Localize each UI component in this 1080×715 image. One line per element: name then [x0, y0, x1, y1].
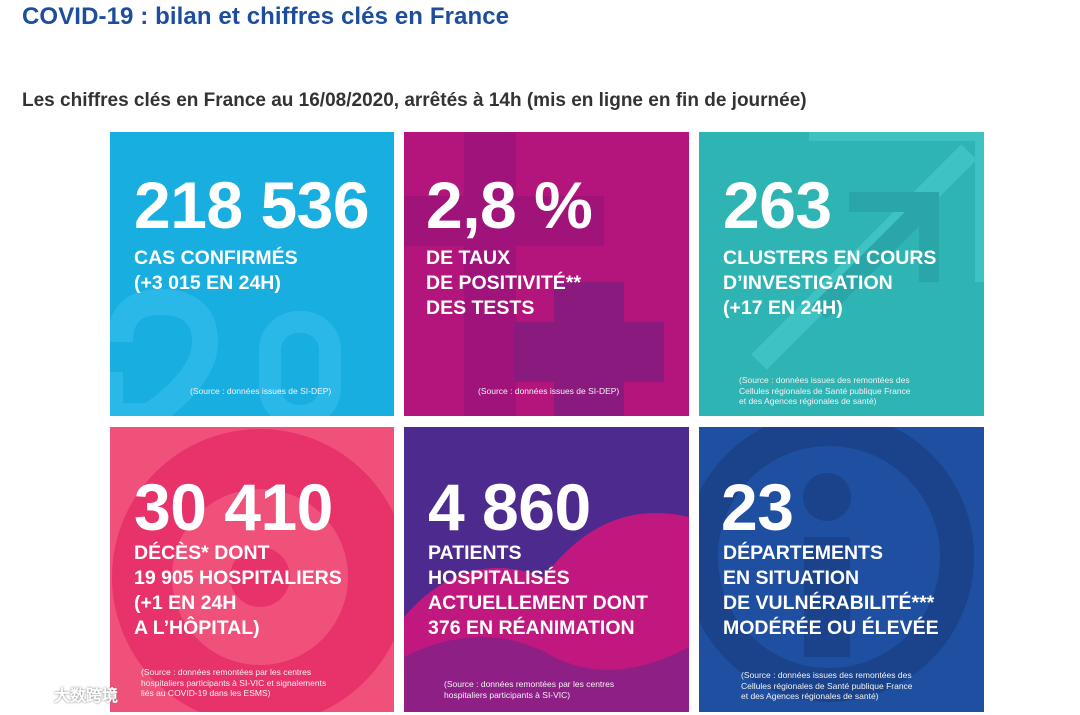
- decorative-digits-icon: [110, 288, 341, 416]
- deaths-source: (Source : données remontées par les cent…: [141, 667, 327, 698]
- departments-source: (Source : données issues des remontées d…: [741, 670, 913, 701]
- dashuju-logo-icon: [8, 685, 46, 703]
- hospitalized-label: PATIENTS HOSPITALISÉS ACTUELLEMENT DONT …: [428, 542, 648, 639]
- clusters-source: (Source : données issues des remontées d…: [739, 375, 911, 406]
- decorative-blob-icon: [404, 513, 689, 712]
- tile-vulnerable-departments: 23 DÉPARTEMENTS EN SITUATION DE VULNÉRAB…: [699, 427, 984, 712]
- tile-clusters: 263 CLUSTERS EN COURS D’INVESTIGATION (+…: [699, 132, 984, 416]
- confirmed-cases-source: (Source : données issues de SI-DEP): [190, 386, 332, 396]
- decorative-plus-icon: [404, 132, 664, 416]
- clusters-value: 263: [723, 168, 832, 242]
- tile-hospitalized: 4 860 PATIENTS HOSPITALISÉS ACTUELLEMENT…: [404, 427, 689, 712]
- page-subtitle: Les chiffres clés en France au 16/08/202…: [22, 90, 807, 111]
- decorative-arrows-icon: [751, 132, 984, 370]
- watermark-text: 大数跨境: [54, 688, 119, 705]
- positivity-rate-source: (Source : données issues de SI-DEP): [478, 386, 620, 396]
- page-title: COVID-19 : bilan et chiffres clés en Fra…: [22, 3, 510, 30]
- clusters-label: CLUSTERS EN COURS D’INVESTIGATION (+17 E…: [723, 247, 937, 319]
- departments-value: 23: [721, 470, 794, 544]
- deaths-value: 30 410: [134, 470, 333, 544]
- deaths-label: DÉCÈS* DONT 19 905 HOSPITALIERS (+1 EN 2…: [134, 542, 342, 639]
- departments-label: DÉPARTEMENTS EN SITUATION DE VULNÉRABILI…: [723, 542, 939, 639]
- decorative-circle-icon: [112, 429, 394, 712]
- confirmed-cases-value: 218 536: [134, 168, 370, 242]
- tile-confirmed-cases: 218 536 CAS CONFIRMÉS (+3 015 EN 24H) (S…: [110, 132, 394, 416]
- positivity-rate-label: DE TAUX DE POSITIVITÉ** DES TESTS: [426, 247, 581, 319]
- positivity-rate-value: 2,8 %: [426, 168, 593, 242]
- confirmed-cases-label: CAS CONFIRMÉS (+3 015 EN 24H): [134, 247, 298, 294]
- tile-deaths: 30 410 DÉCÈS* DONT 19 905 HOSPITALIERS (…: [110, 427, 394, 712]
- decorative-info-icon: [699, 427, 974, 702]
- hospitalized-source: (Source : données remontées par les cent…: [444, 679, 615, 700]
- tile-positivity-rate: 2,8 % DE TAUX DE POSITIVITÉ** DES TESTS …: [404, 132, 689, 416]
- watermark: 大数跨境: [8, 682, 118, 706]
- hospitalized-value: 4 860: [428, 470, 591, 544]
